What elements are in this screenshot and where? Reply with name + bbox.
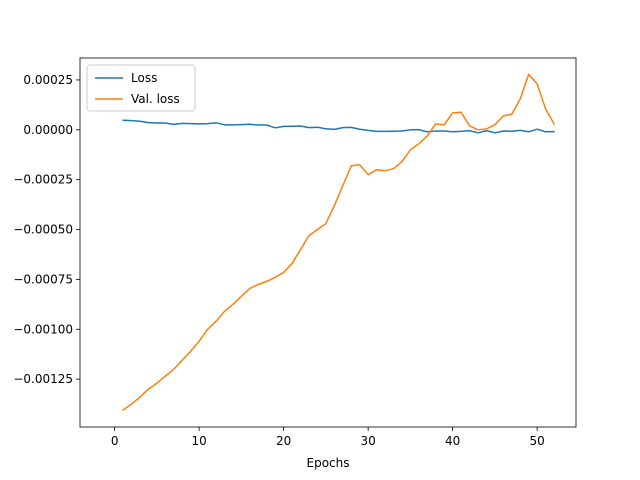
x-tick-label: 40 <box>445 434 460 448</box>
y-tick-label: −0.00100 <box>13 322 73 336</box>
legend-label: Val. loss <box>131 92 180 106</box>
y-tick-label: −0.00125 <box>13 372 73 386</box>
series-line-val-loss <box>122 73 556 412</box>
x-axis-label: Epochs <box>307 456 350 470</box>
plot-area <box>80 58 576 427</box>
legend-label: Loss <box>131 71 157 85</box>
y-axis-ticks: −0.00125 −0.00100 −0.00075 −0.00050 −0.00025… <box>13 73 80 386</box>
y-tick-label: −0.00025 <box>13 173 73 187</box>
legend: Loss Val. loss <box>86 64 196 112</box>
x-tick-label: 10 <box>192 434 207 448</box>
y-tick-label: 0.00025 <box>23 73 73 87</box>
x-tick-label: 20 <box>276 434 291 448</box>
y-tick-label: −0.00075 <box>13 272 73 286</box>
series-line-loss <box>122 119 555 134</box>
plot-frame <box>79 57 577 428</box>
y-tick-label: 0.00000 <box>23 123 73 137</box>
x-axis-ticks: 0 10 20 30 40 50 <box>111 427 545 448</box>
series-lines <box>122 73 556 412</box>
x-tick-label: 50 <box>529 434 544 448</box>
x-tick-label: 30 <box>360 434 375 448</box>
x-tick-label: 0 <box>111 434 119 448</box>
y-tick-label: −0.00050 <box>13 223 73 237</box>
